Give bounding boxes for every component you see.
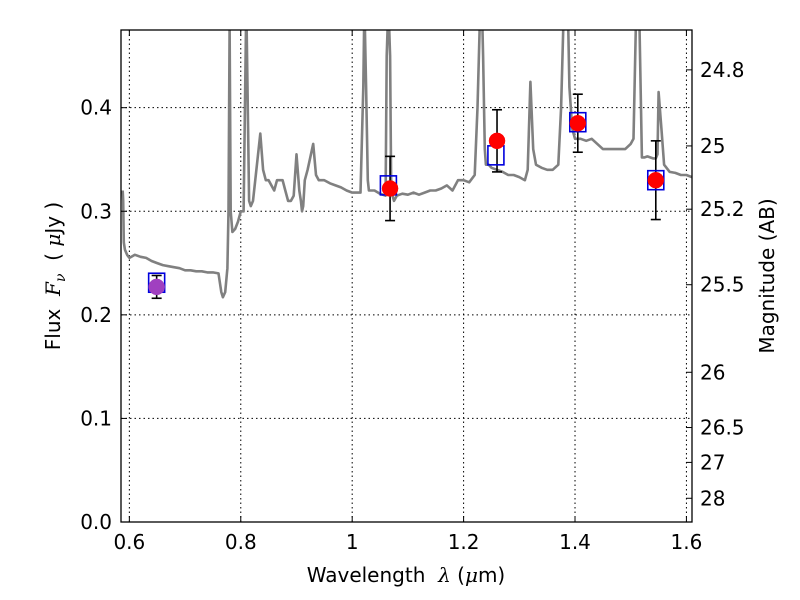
mag-tick-label: 24.8: [700, 58, 745, 82]
y-tick-label: 0.3: [80, 199, 112, 223]
plot-area: [121, 30, 692, 522]
observed-points: [148, 114, 665, 296]
y-tick-label: 0.1: [80, 406, 112, 430]
x-tick-label: 1.2: [448, 530, 480, 554]
axis-ticks: [121, 30, 692, 523]
plot-frame: [120, 29, 693, 523]
observed-point: [569, 114, 587, 132]
y-tick-label: 0.4: [80, 96, 112, 120]
x-tick-label: 1: [346, 530, 359, 554]
y2-axis-label: Magnitude (AB): [755, 198, 779, 353]
observed-point: [488, 132, 506, 150]
tick-labels: 0.6 0.8 1 1.2 1.4 1.6 0.0 0.1 0.2 0.3 0.4 24.8 25 25.…: [80, 58, 744, 554]
x-tick-label: 0.8: [225, 530, 257, 554]
mag-tick-label: 25: [700, 134, 725, 158]
mag-tick-label: 25.2: [700, 197, 745, 221]
mag-tick-label: 28: [700, 486, 725, 510]
x-tick-label: 0.6: [113, 530, 145, 554]
observed-point: [148, 278, 165, 296]
mag-tick-label: 25.5: [700, 273, 745, 297]
mag-tick-label: 26: [700, 360, 725, 384]
y-axis-label: Flux Fν ( μJy ): [41, 202, 69, 350]
y-tick-label: 0.0: [80, 510, 112, 534]
model-spectrum-line: [121, 30, 692, 299]
mag-tick-label: 26.5: [700, 416, 745, 440]
x-tick-label: 1.6: [671, 530, 703, 554]
x-axis-label: Wavelength λ (μm): [307, 563, 506, 587]
observed-point: [381, 180, 399, 197]
observed-point: [647, 171, 665, 189]
mag-tick-label: 27: [700, 450, 725, 474]
x-tick-label: 1.4: [559, 530, 591, 554]
y-tick-label: 0.2: [80, 303, 112, 327]
